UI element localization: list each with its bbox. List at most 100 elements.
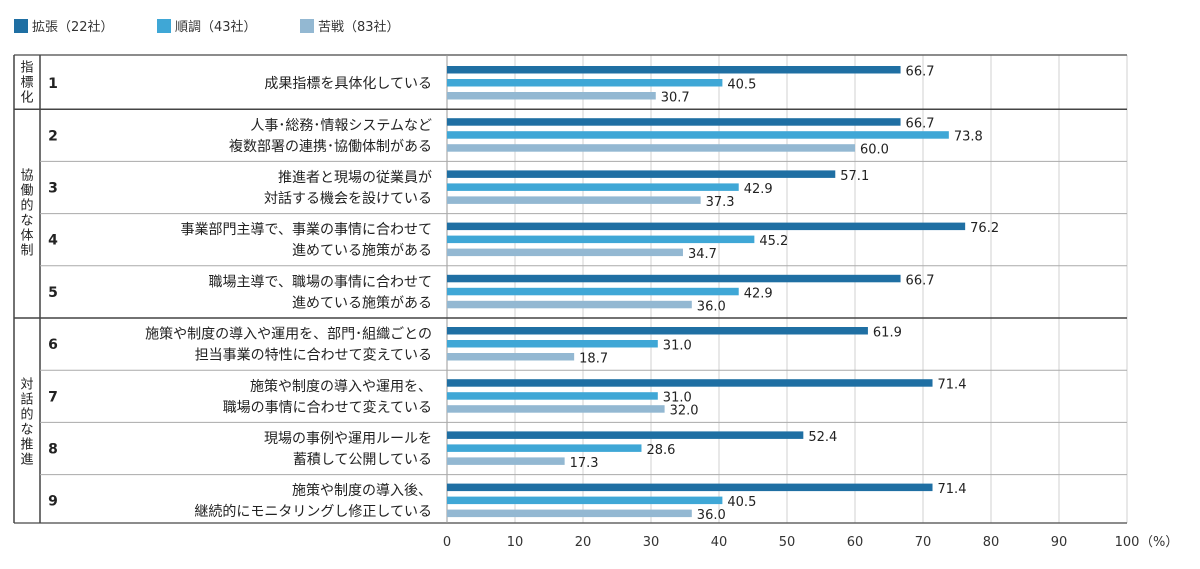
item-label: 継続的にモニタリングし修正している xyxy=(194,503,432,520)
bar xyxy=(447,431,804,439)
group-label-char: 制 xyxy=(20,244,33,259)
data-label: 28.6 xyxy=(646,443,675,458)
group-label-char: 協 xyxy=(20,169,33,184)
bar xyxy=(447,327,868,335)
x-tick-label: 10 xyxy=(507,535,524,550)
data-label: 60.0 xyxy=(860,143,889,158)
bar xyxy=(447,222,966,231)
item-index: 3 xyxy=(48,181,58,197)
item-label: 進めている施策がある xyxy=(292,242,432,259)
data-label: 31.0 xyxy=(663,339,692,354)
x-axis-unit: （%） xyxy=(1140,535,1178,550)
group-label-char: 化 xyxy=(20,91,33,106)
data-label: 61.9 xyxy=(873,326,902,341)
x-tick-label: 100 xyxy=(1115,535,1140,550)
x-tick-label: 60 xyxy=(847,535,864,550)
x-axis: 0 10 20 30 40 50 60 70 80 90 100 （%） xyxy=(443,535,1179,550)
item-label: 職場主導で、職場の事情に合わせて xyxy=(209,274,432,290)
group-label-char: 対 xyxy=(20,377,33,392)
group-label-char: 働 xyxy=(20,184,33,199)
group-label-char: な xyxy=(20,214,33,229)
data-label: 73.8 xyxy=(954,130,983,145)
bar xyxy=(447,392,658,400)
bar xyxy=(447,131,949,139)
bar xyxy=(447,483,933,492)
item-index: 9 xyxy=(48,494,58,510)
item-index: 1 xyxy=(48,76,58,92)
bar xyxy=(447,274,901,283)
data-label: 57.1 xyxy=(840,169,869,184)
item-index: 5 xyxy=(48,285,58,301)
bar xyxy=(447,340,658,348)
item-label: 施策や制度の導入後、 xyxy=(292,482,432,499)
item-label: 成果指標を具体化している xyxy=(264,76,432,92)
data-label: 34.7 xyxy=(688,247,717,262)
item-label: 施策や制度の導入や運用を、部門･組織ごとの xyxy=(145,326,432,343)
legend-swatch xyxy=(157,19,171,33)
bars: 66.7 40.5 30.7 66.7 73.8 60.0 57.1 42.9 37.3 76.2… xyxy=(447,65,999,523)
data-label: 40.5 xyxy=(727,495,756,510)
data-label: 45.2 xyxy=(759,234,788,249)
x-tick-label: 0 xyxy=(443,535,451,550)
bar xyxy=(447,457,565,465)
data-label: 18.7 xyxy=(579,352,608,367)
item-label: 複数部署の連携･協働体制がある xyxy=(229,138,432,155)
data-label: 76.2 xyxy=(970,221,999,236)
data-label: 30.7 xyxy=(661,91,690,106)
data-label: 36.0 xyxy=(697,299,726,314)
bar xyxy=(447,444,642,452)
x-tick-label: 30 xyxy=(643,535,660,550)
data-label: 66.7 xyxy=(906,117,935,132)
x-tick-label: 70 xyxy=(915,535,932,550)
item-index: 2 xyxy=(48,128,58,144)
data-label: 66.7 xyxy=(906,273,935,288)
item-label: 担当事業の特性に合わせて変えている xyxy=(195,347,432,364)
bar xyxy=(447,235,755,244)
bar xyxy=(447,300,692,309)
bar xyxy=(447,92,656,100)
data-label: 40.5 xyxy=(727,78,756,93)
bar xyxy=(447,196,701,204)
x-tick-label: 40 xyxy=(711,535,728,550)
data-label: 36.0 xyxy=(697,508,726,523)
bar xyxy=(447,379,933,387)
legend-label: 拡張（22社） xyxy=(32,19,114,35)
bar xyxy=(447,170,836,178)
item-index: 7 xyxy=(48,389,58,405)
data-label: 71.4 xyxy=(938,378,967,393)
item-index: 6 xyxy=(48,337,58,353)
data-label: 71.4 xyxy=(938,482,967,497)
bar xyxy=(447,144,855,152)
group-label-char: 的 xyxy=(20,406,33,422)
bar xyxy=(447,405,665,413)
group-label-char: 指 xyxy=(20,61,33,76)
group-label-char: 進 xyxy=(20,452,33,467)
x-tick-label: 90 xyxy=(1051,535,1068,550)
bar xyxy=(447,509,692,518)
item-label: 進めている施策がある xyxy=(292,294,432,311)
data-label: 42.9 xyxy=(744,182,773,197)
bar xyxy=(447,248,683,257)
bar xyxy=(447,496,723,505)
item-label: 人事･総務･情報システムなど xyxy=(250,118,432,134)
group-label-char: 体 xyxy=(20,229,33,244)
item-label: 施策や制度の導入や運用を、 xyxy=(250,378,432,395)
x-tick-label: 50 xyxy=(779,535,796,550)
item-label: 蓄積して公開している xyxy=(293,452,432,468)
group-label-char: な xyxy=(20,422,33,437)
group-label-char: 標 xyxy=(20,76,33,91)
data-label: 17.3 xyxy=(570,456,599,471)
x-tick-label: 80 xyxy=(983,535,1000,550)
data-label: 32.0 xyxy=(670,404,699,419)
data-label: 42.9 xyxy=(744,286,773,301)
legend-label: 苦戦（83社） xyxy=(318,19,400,35)
item-label: 職場の事情に合わせて変えている xyxy=(223,399,432,416)
item-label: 事業部門主導で、事業の事情に合わせて xyxy=(181,222,432,238)
data-label: 52.4 xyxy=(808,430,837,445)
bar xyxy=(447,183,739,191)
data-label: 37.3 xyxy=(706,195,735,210)
group-label-char: 話 xyxy=(20,391,33,407)
legend-swatch xyxy=(14,19,28,33)
bar xyxy=(447,79,723,87)
